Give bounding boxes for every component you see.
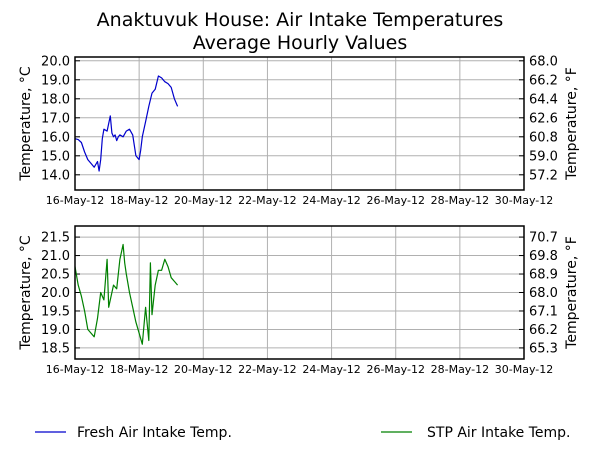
y-tick-label-right: 66.2 — [529, 73, 558, 88]
x-tick-label: 24-May-12 — [302, 194, 360, 207]
y-tick-label-right: 68.0 — [529, 286, 558, 301]
axes-frame — [74, 225, 525, 360]
y-tick-label-right: 68.0 — [529, 54, 558, 69]
y-tick-label-left: 21.5 — [41, 231, 70, 246]
y-tick-label-left: 20.0 — [41, 286, 70, 301]
y-tick-label-left: 20.0 — [41, 54, 70, 69]
x-tick-label: 26-May-12 — [366, 363, 424, 376]
y-tick-label-left: 19.5 — [41, 304, 70, 319]
x-tick-label: 20-May-12 — [174, 194, 232, 207]
y-axis-label-right: Temperature, °F — [564, 236, 580, 350]
chart-subtitle: Average Hourly Values — [193, 32, 407, 54]
x-tick-label: 30-May-12 — [495, 194, 553, 207]
x-tick-label: 18-May-12 — [110, 363, 168, 376]
panel-1: 16-May-12 18-May-12 20-May-12 22-May-12 24-M… — [18, 54, 580, 207]
x-tick-label: 30-May-12 — [495, 363, 553, 376]
y-tick-label-left: 21.0 — [41, 249, 70, 264]
y-tick-label-right: 66.2 — [529, 323, 558, 338]
x-tick-label: 22-May-12 — [238, 363, 296, 376]
y-tick-label-right: 60.8 — [529, 130, 558, 145]
legend-label-1: Fresh Air Intake Temp. — [77, 425, 232, 441]
y-tick-label-right: 64.4 — [529, 92, 558, 107]
y-tick-label-left: 19.0 — [41, 73, 70, 88]
chart-panels: 16-May-12 18-May-12 20-May-12 22-May-12 24-M… — [18, 54, 580, 376]
y-tick-label-left: 14.0 — [41, 168, 70, 183]
y-tick-label-left: 19.0 — [41, 323, 70, 338]
x-tick-label: 18-May-12 — [110, 194, 168, 207]
y-tick-label-right: 67.1 — [529, 304, 558, 319]
y-axis-label-left: Temperature, °C — [18, 235, 34, 351]
y-tick-label-right: 69.8 — [529, 249, 558, 264]
y-tick-label-right: 68.9 — [529, 268, 558, 283]
x-tick-label: 22-May-12 — [238, 194, 296, 207]
y-tick-label-right: 62.6 — [529, 111, 558, 126]
y-tick-label-left: 18.0 — [41, 92, 70, 107]
axes-frame — [74, 56, 525, 191]
y-tick-label-left: 17.0 — [41, 111, 70, 126]
y-tick-label-right: 59.0 — [529, 149, 558, 164]
y-tick-label-right: 57.2 — [529, 168, 558, 183]
y-axis-label-right: Temperature, °F — [564, 67, 580, 181]
x-tick-label: 28-May-12 — [431, 363, 489, 376]
x-tick-label: 16-May-12 — [46, 363, 104, 376]
x-tick-label: 26-May-12 — [366, 194, 424, 207]
panel-2: 16-May-12 18-May-12 20-May-12 22-May-12 24-M… — [18, 225, 580, 376]
series-line-1 — [74, 243, 179, 345]
y-tick-label-right: 70.7 — [529, 231, 558, 246]
chart-title: Anaktuvuk House: Air Intake Temperatures — [97, 9, 504, 31]
y-tick-label-left: 16.0 — [41, 130, 70, 145]
x-tick-label: 28-May-12 — [431, 194, 489, 207]
y-tick-label-left: 20.5 — [41, 268, 70, 283]
x-tick-label: 24-May-12 — [302, 363, 360, 376]
y-tick-label-left: 15.0 — [41, 149, 70, 164]
legend-label-2: STP Air Intake Temp. — [427, 425, 571, 441]
y-axis-label-left: Temperature, °C — [18, 66, 34, 182]
legend: Fresh Air Intake Temp. STP Air Intake Tem… — [35, 425, 571, 441]
x-tick-label: 16-May-12 — [46, 194, 104, 207]
series-line-1 — [74, 75, 179, 172]
y-tick-label-left: 18.5 — [41, 341, 70, 356]
y-tick-label-right: 65.3 — [529, 341, 558, 356]
x-tick-label: 20-May-12 — [174, 363, 232, 376]
